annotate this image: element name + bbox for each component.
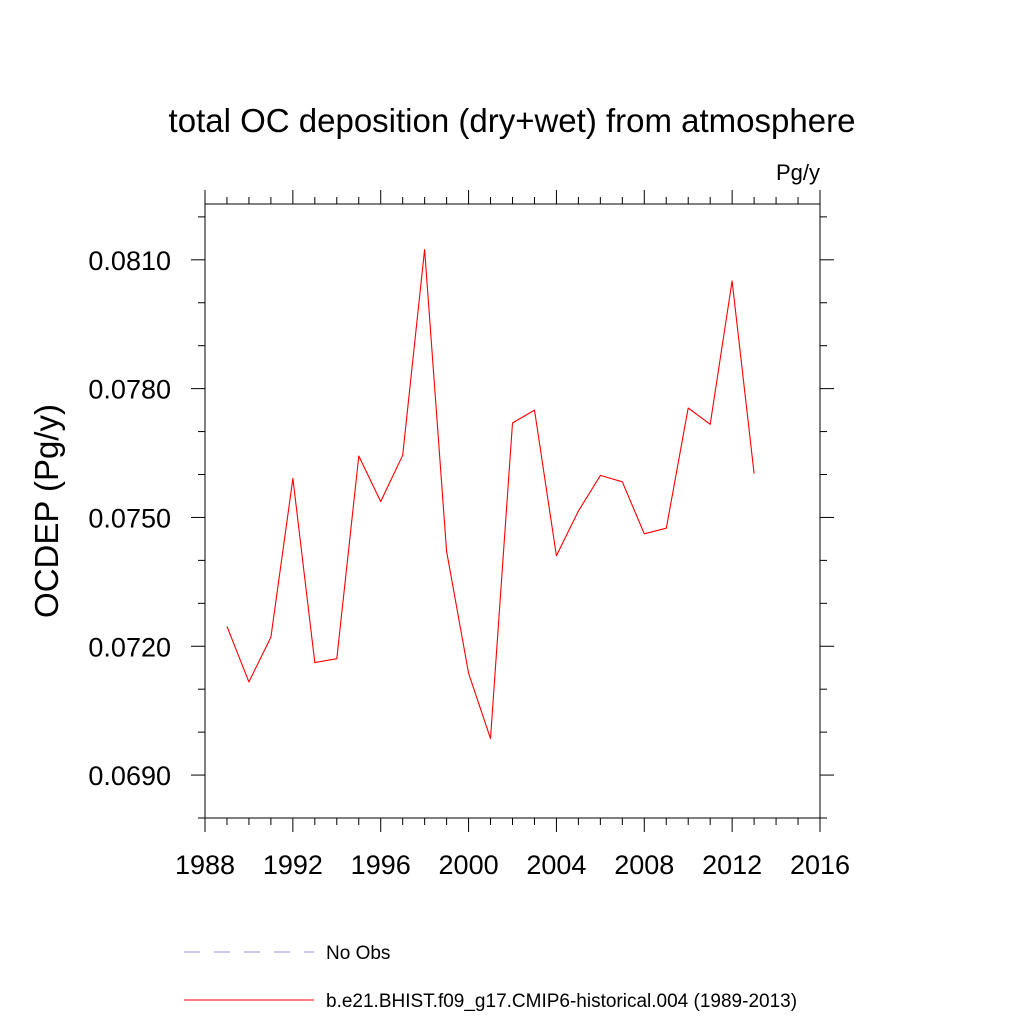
x-tick-label: 1988 — [175, 850, 235, 880]
y-axis-ticks: 0.0690 0.0720 0.0750 0.0780 0.0810 — [88, 216, 834, 819]
x-tick-label: 1996 — [351, 850, 411, 880]
x-axis-ticks: 1988 1992 1996 2000 2004 2008 2012 2016 — [175, 190, 850, 880]
y-tick-label: 0.0720 — [88, 632, 171, 662]
legend-label: b.e21.BHIST.f09_g17.CMIP6-historical.004… — [326, 991, 797, 1012]
x-tick-label: 2008 — [614, 850, 674, 880]
y-tick-label: 0.0690 — [88, 761, 171, 791]
y-axis-label: OCDEP (Pg/y) — [28, 404, 65, 618]
y-tick-label: 0.0780 — [88, 375, 171, 405]
x-tick-label: 2012 — [702, 850, 762, 880]
legend-label: No Obs — [326, 943, 390, 964]
legend: No Obs b.e21.BHIST.f09_g17.CMIP6-historic… — [184, 943, 797, 1012]
units-label: Pg/y — [776, 160, 820, 185]
y-tick-label: 0.0750 — [88, 503, 171, 533]
x-tick-label: 1992 — [263, 850, 323, 880]
y-tick-label: 0.0810 — [88, 246, 171, 276]
series-layer — [226, 248, 755, 740]
x-tick-label: 2000 — [439, 850, 499, 880]
chart-title: total OC deposition (dry+wet) from atmos… — [169, 102, 856, 139]
series-line — [226, 248, 755, 740]
x-tick-label: 2016 — [790, 850, 850, 880]
x-tick-label: 2004 — [526, 850, 586, 880]
